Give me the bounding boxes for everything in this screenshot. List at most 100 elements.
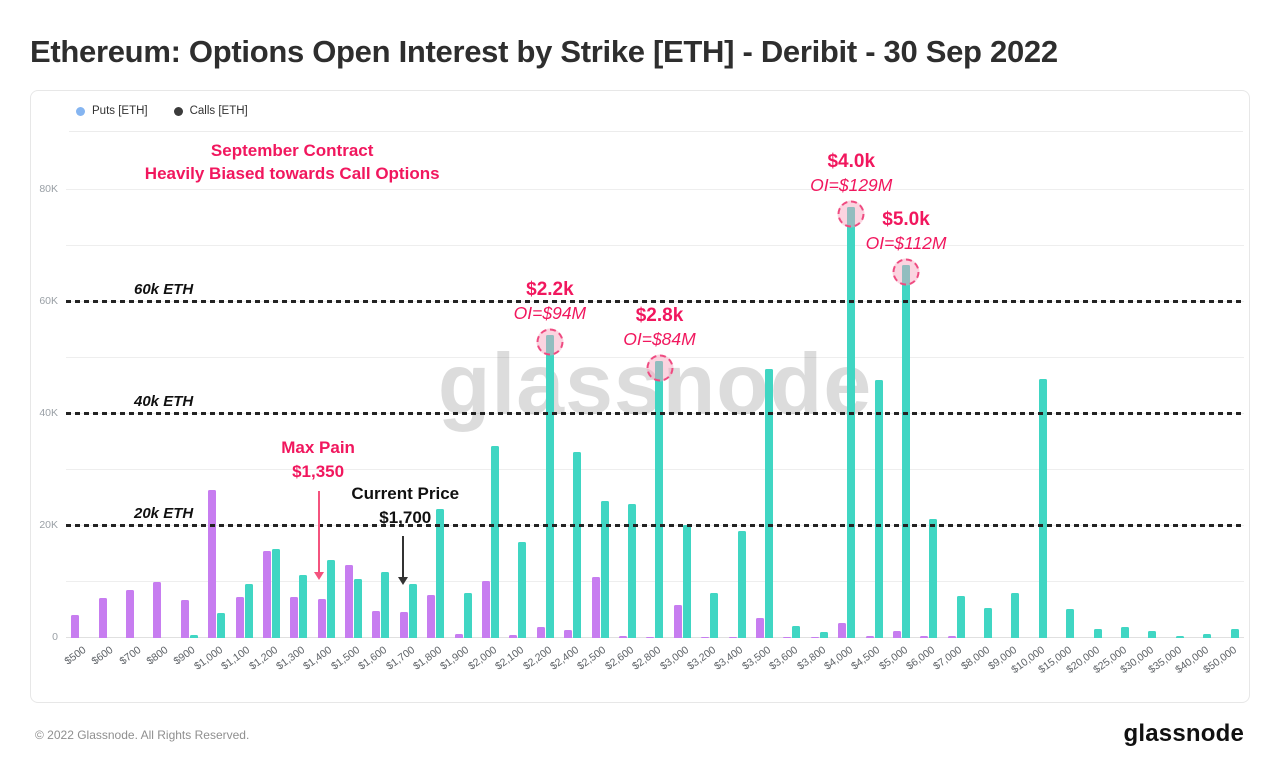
bar-slot — [121, 136, 148, 638]
call-bar[interactable] — [436, 509, 445, 638]
call-bar[interactable] — [1011, 592, 1020, 638]
call-bar[interactable] — [573, 452, 582, 638]
call-bar[interactable] — [874, 380, 883, 638]
put-bar[interactable] — [153, 581, 162, 638]
x-tick-slot: $700 — [117, 638, 148, 704]
call-bar[interactable] — [189, 635, 198, 638]
note-line2: Heavily Biased towards Call Options — [144, 163, 440, 183]
call-bar[interactable] — [1066, 608, 1075, 638]
put-bar[interactable] — [427, 594, 436, 638]
x-axis-tick-label: $800 — [144, 644, 171, 668]
put-bar[interactable] — [892, 631, 901, 638]
annotation-arrow-icon — [397, 536, 408, 585]
puts-legend-label: Puts [ETH] — [92, 105, 148, 117]
call-bar[interactable] — [655, 360, 664, 638]
put-bar[interactable] — [838, 622, 847, 638]
legend-item-calls[interactable]: Calls [ETH] — [173, 105, 248, 117]
put-bar[interactable] — [125, 589, 134, 638]
put-bar[interactable] — [728, 636, 737, 638]
call-bar[interactable] — [764, 369, 773, 638]
put-bar[interactable] — [345, 565, 354, 638]
chart-area: glassnode September Contract Heavily Bias… — [39, 136, 1244, 704]
bar-slot — [1189, 136, 1216, 638]
call-bar[interactable] — [1175, 635, 1184, 638]
call-bar[interactable] — [408, 584, 417, 638]
call-bar[interactable] — [792, 626, 801, 638]
put-bar[interactable] — [399, 612, 408, 638]
put-bar[interactable] — [509, 635, 518, 638]
put-bar[interactable] — [180, 599, 189, 638]
put-bar[interactable] — [564, 629, 573, 638]
call-bar[interactable] — [217, 612, 226, 638]
call-bar[interactable] — [737, 531, 746, 638]
put-bar[interactable] — [372, 611, 381, 638]
put-bar[interactable] — [536, 626, 545, 638]
page-title: Ethereum: Options Open Interest by Strik… — [30, 34, 1058, 69]
call-bar[interactable] — [984, 607, 993, 638]
call-bar[interactable] — [1230, 629, 1239, 638]
put-bar[interactable] — [810, 636, 819, 638]
call-bar[interactable] — [682, 524, 691, 638]
put-bar[interactable] — [208, 489, 217, 638]
call-bar[interactable] — [463, 592, 472, 638]
call-bar[interactable] — [545, 335, 554, 638]
call-bar[interactable] — [710, 593, 719, 638]
call-bar[interactable] — [1038, 378, 1047, 638]
put-bar[interactable] — [755, 617, 764, 638]
put-bar[interactable] — [317, 598, 326, 638]
bar-slot — [93, 136, 120, 638]
put-bar[interactable] — [591, 576, 600, 638]
call-bar[interactable] — [819, 632, 828, 638]
put-bar[interactable] — [290, 596, 299, 638]
legend-item-puts[interactable]: Puts [ETH] — [76, 105, 148, 117]
y-axis-tick-label: 0 — [52, 631, 58, 643]
call-bar[interactable] — [600, 500, 609, 638]
put-bar[interactable] — [673, 604, 682, 638]
put-bar[interactable] — [454, 633, 463, 638]
bar-slot — [997, 136, 1024, 638]
call-bar[interactable] — [847, 206, 856, 638]
put-bar[interactable] — [865, 636, 874, 638]
put-bar[interactable] — [482, 581, 491, 638]
call-bar[interactable] — [271, 549, 280, 638]
x-axis-line — [66, 637, 1244, 638]
call-bar[interactable] — [1121, 626, 1130, 638]
call-bar[interactable] — [381, 572, 390, 638]
dashed-threshold-label: 40k ETH — [134, 392, 194, 410]
plot-area: glassnode September Contract Heavily Bias… — [39, 136, 1244, 643]
call-bar[interactable] — [354, 579, 363, 638]
bar-slot — [1025, 136, 1052, 638]
call-bar[interactable] — [628, 504, 636, 638]
call-bar[interactable] — [299, 574, 308, 638]
bar-slot — [176, 136, 203, 638]
put-bar[interactable] — [619, 636, 627, 638]
put-bar[interactable] — [783, 636, 792, 638]
bar-slot — [504, 136, 531, 638]
call-bar[interactable] — [518, 542, 527, 638]
put-bar[interactable] — [98, 598, 107, 638]
bar-slot — [1216, 136, 1243, 638]
put-bar[interactable] — [235, 597, 244, 638]
put-bar[interactable] — [262, 551, 271, 638]
put-bar[interactable] — [920, 636, 929, 638]
call-bar[interactable] — [1148, 630, 1157, 638]
dashed-threshold-label: 20k ETH — [134, 504, 194, 522]
call-bar[interactable] — [1093, 629, 1102, 638]
call-bar[interactable] — [491, 445, 500, 638]
bar-slot — [559, 136, 586, 638]
put-bar[interactable] — [71, 615, 80, 638]
call-bar[interactable] — [901, 265, 910, 638]
bar-slot — [1052, 136, 1079, 638]
call-bar[interactable] — [244, 584, 253, 638]
bar-slot — [66, 136, 93, 638]
x-axis-tick-label: $700 — [116, 644, 143, 668]
call-bar[interactable] — [929, 518, 938, 638]
call-bar[interactable] — [1203, 633, 1212, 638]
put-bar[interactable] — [947, 636, 956, 638]
current-price-label-line1: Current Price — [351, 484, 460, 503]
put-bar[interactable] — [701, 636, 710, 638]
call-bar[interactable] — [956, 595, 965, 638]
call-bar[interactable] — [326, 560, 335, 638]
put-bar[interactable] — [646, 636, 655, 638]
